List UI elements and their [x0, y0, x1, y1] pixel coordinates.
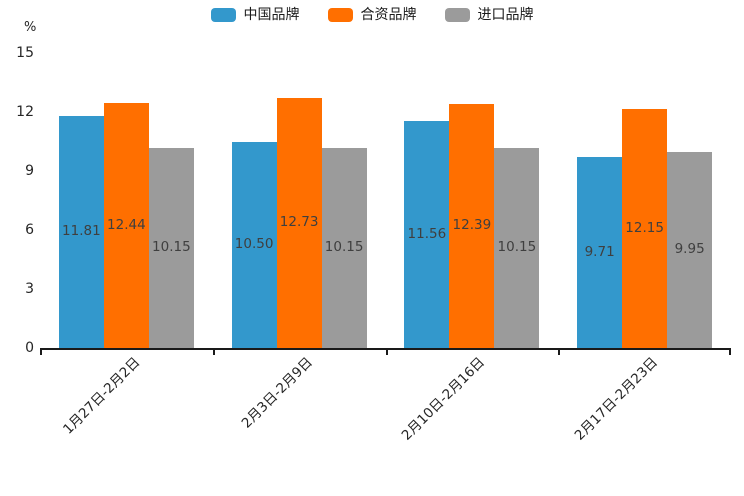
x-tick-mark — [558, 350, 561, 355]
bar-进口品牌: 10.15 — [148, 148, 194, 348]
bar-group-1月27日-2月2日: 11.81 12.44 10.15 — [40, 53, 213, 348]
bar-value-label: 12.44 — [107, 216, 146, 233]
x-category-label: 2月10日-2月16日 — [399, 354, 489, 444]
bar-value-label: 10.15 — [324, 239, 364, 256]
plot-area: 11.81 12.44 10.15 10.50 12.73 10.15 11.56 12.39… — [40, 53, 731, 348]
bar-value-label: 11.56 — [407, 225, 447, 242]
bar-value-label: 10.15 — [497, 239, 537, 256]
bar-value-label: 12.15 — [625, 219, 664, 236]
x-tick-mark — [385, 350, 388, 355]
bar-合资品牌: 12.39 — [449, 104, 495, 348]
bar-进口品牌: 10.15 — [494, 148, 540, 348]
bar-value-label: 10.15 — [152, 239, 191, 256]
legend-swatch-icon — [444, 8, 470, 22]
bar-group-2月3日-2月9日: 10.50 12.73 10.15 — [213, 53, 386, 348]
bar-group-2月17日-2月23日: 9.71 12.15 9.95 — [558, 53, 731, 348]
bar-value-label: 9.95 — [674, 241, 705, 258]
legend-label: 进口品牌 — [477, 7, 534, 23]
bar-value-label: 9.71 — [584, 243, 615, 260]
bar-进口品牌: 10.15 — [321, 148, 367, 348]
x-tick-mark — [212, 350, 215, 355]
legend-label: 合资品牌 — [360, 7, 417, 23]
bar-中国品牌: 9.71 — [577, 157, 623, 348]
bar-value-label: 12.39 — [452, 217, 492, 234]
legend-label: 中国品牌 — [243, 7, 300, 23]
y-tick-label: 0 — [25, 340, 34, 356]
x-tick-mark — [729, 350, 731, 355]
bar-中国品牌: 10.50 — [231, 141, 277, 348]
bar-value-label: 11.81 — [62, 223, 101, 240]
y-tick-label: 9 — [25, 163, 34, 179]
legend-item-中国品牌: 中国品牌 — [210, 7, 300, 23]
x-category-label: 2月3日-2月9日 — [238, 354, 316, 432]
bar-中国品牌: 11.81 — [58, 115, 104, 348]
bar-group-2月10日-2月16日: 11.56 12.39 10.15 — [386, 53, 559, 348]
y-tick-label: 15 — [16, 45, 34, 61]
x-tick-mark — [40, 350, 42, 355]
y-tick-label: 3 — [25, 281, 34, 297]
legend-item-合资品牌: 合资品牌 — [327, 7, 417, 23]
bar-中国品牌: 11.56 — [404, 120, 450, 348]
legend-swatch-icon — [327, 8, 353, 22]
bar-合资品牌: 12.15 — [622, 109, 668, 348]
bar-合资品牌: 12.73 — [276, 97, 322, 348]
bar-value-label: 10.50 — [234, 236, 274, 252]
y-tick-label: 6 — [25, 222, 34, 238]
x-axis-line — [40, 348, 731, 350]
x-category-label: 2月17日-2月23日 — [571, 354, 662, 444]
legend-swatch-icon — [210, 8, 236, 22]
x-category-label: 1月27日-2月2日 — [59, 354, 143, 438]
legend-item-进口品牌: 进口品牌 — [444, 7, 534, 23]
bar-进口品牌: 9.95 — [667, 152, 713, 348]
y-axis-unit-label: % — [24, 20, 37, 35]
chart-legend: 中国品牌 合资品牌 进口品牌 — [0, 8, 744, 22]
bar-value-label: 12.73 — [279, 214, 319, 231]
bar-合资品牌: 12.44 — [103, 103, 149, 348]
y-tick-label: 12 — [16, 104, 34, 120]
